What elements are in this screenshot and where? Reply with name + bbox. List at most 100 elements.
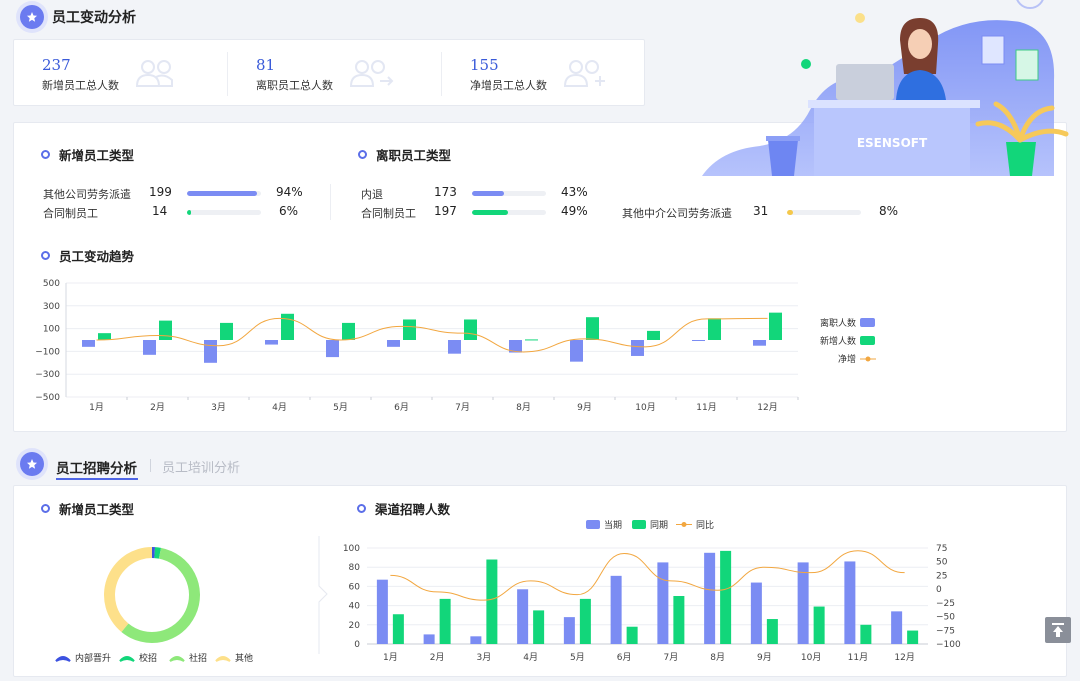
x-tick-label: 7月 [455,402,470,413]
legend-label: 净增 [838,353,856,365]
bar [464,319,477,340]
legend-label: 内部晋升 [75,652,111,664]
y2-tick-label: 25 [936,571,947,581]
people-add-icon [563,60,605,87]
legend-swatch [55,656,71,662]
brand-label: ESENSOFT [857,136,928,150]
x-tick-label: 3月 [477,652,492,663]
y-tick-label: 100 [43,325,60,335]
stat-net: 155 净增员工总人数 [470,56,547,93]
progress-bar [472,191,546,196]
bullet-icon [358,150,367,159]
row-percent: 8% [879,204,899,218]
x-tick-label: 9月 [577,402,592,413]
row-label: 其他公司劳务派遣 [43,188,131,201]
channel-title: 渠道招聘人数 [357,499,450,518]
legend-marker [681,522,687,527]
bar [813,606,825,644]
bar [579,598,591,644]
x-tick-label: 3月 [211,402,226,413]
bar [704,552,716,644]
progress-fill [787,210,793,215]
x-tick-label: 10月 [801,652,821,663]
y-tick-label: 0 [354,640,360,650]
bar [626,626,638,644]
bar [376,579,388,644]
row-count: 14 [152,204,168,218]
section-icon [20,452,44,476]
bar [647,330,660,340]
progress-fill [472,210,509,215]
section-title-change: 员工变动分析 [52,10,136,26]
recruit-donut-chart: 内部晋升 校招 社招 其他 [55,547,253,664]
bar [708,318,721,340]
row-count: 197 [434,204,457,218]
trend-chart: 500 300 100 −100 −300 −500 1月 2月 3月 4月 5月 6月 7月 8月 9月 1… [35,279,876,413]
x-tick-label: 5月 [333,402,348,413]
stat-value: 81 [256,56,276,74]
bar [750,582,762,644]
stat-value: 155 [470,56,499,74]
row-label: 内退 [361,188,383,201]
new-types-title: 新增员工类型 [41,145,134,164]
bar [204,340,217,363]
row-count: 31 [753,204,769,218]
legend-swatch [860,318,875,327]
bar [326,340,339,358]
x-tick-label: 1月 [383,652,398,663]
y-tick-label: 60 [349,582,361,592]
bar [907,630,919,644]
back-to-top-button[interactable] [1045,617,1071,643]
x-tick-label: 6月 [617,652,632,663]
x-tick-label: 1月 [89,402,104,413]
bar [143,340,156,355]
y2-tick-label: 0 [936,585,942,595]
x-tick-label: 12月 [894,652,914,663]
progress-bar [187,191,261,196]
bar [439,598,451,644]
section-icon [20,5,44,29]
bullet-icon [41,150,50,159]
x-tick-label: 11月 [848,652,868,663]
legend-swatch [586,520,600,529]
tab-training[interactable]: 员工培训分析 [162,461,241,476]
y2-tick-label: −75 [936,626,955,636]
bar [563,617,575,644]
y-tick-label: −300 [35,370,60,380]
channel-chart: 100 80 60 40 20 0 75 50 25 0 −25 −50 −75 −100 1月 2月 3月 4月… [343,519,961,663]
star-icon [27,459,37,469]
x-tick-label: 5月 [570,652,585,663]
bar [517,589,529,644]
series-line [390,550,905,601]
legend-label: 同比 [696,519,714,531]
legend-swatch [215,656,231,662]
bar [470,636,482,644]
progress-bar [472,210,546,215]
row-label: 合同制员工 [361,207,416,220]
legend-swatch [632,520,646,529]
recruit-type-title: 新增员工类型 [41,499,134,518]
row-label: 其他中介公司劳务派遣 [622,207,732,220]
x-tick-label: 4月 [272,402,287,413]
bar [392,614,404,644]
x-tick-label: 2月 [430,652,445,663]
tab-recruit[interactable]: 员工招聘分析 [56,461,137,477]
bar [533,610,545,644]
y-tick-label: −100 [35,347,60,357]
y2-tick-label: −25 [936,599,955,609]
x-tick-label: 10月 [635,402,655,413]
x-tick-label: 4月 [523,652,538,663]
legend-label: 校招 [139,652,157,664]
y2-tick-label: 75 [936,544,947,554]
y-tick-label: 80 [349,563,361,573]
progress-bar [187,210,261,215]
y2-tick-label: −50 [936,613,955,623]
trend-title: 员工变动趋势 [41,246,134,265]
bar [509,340,522,353]
row-label: 合同制员工 [43,207,98,220]
bar [281,313,294,340]
legend-label: 社招 [189,652,207,664]
x-tick-label: 8月 [710,652,725,663]
bar [82,340,95,347]
row-count: 173 [434,185,457,199]
